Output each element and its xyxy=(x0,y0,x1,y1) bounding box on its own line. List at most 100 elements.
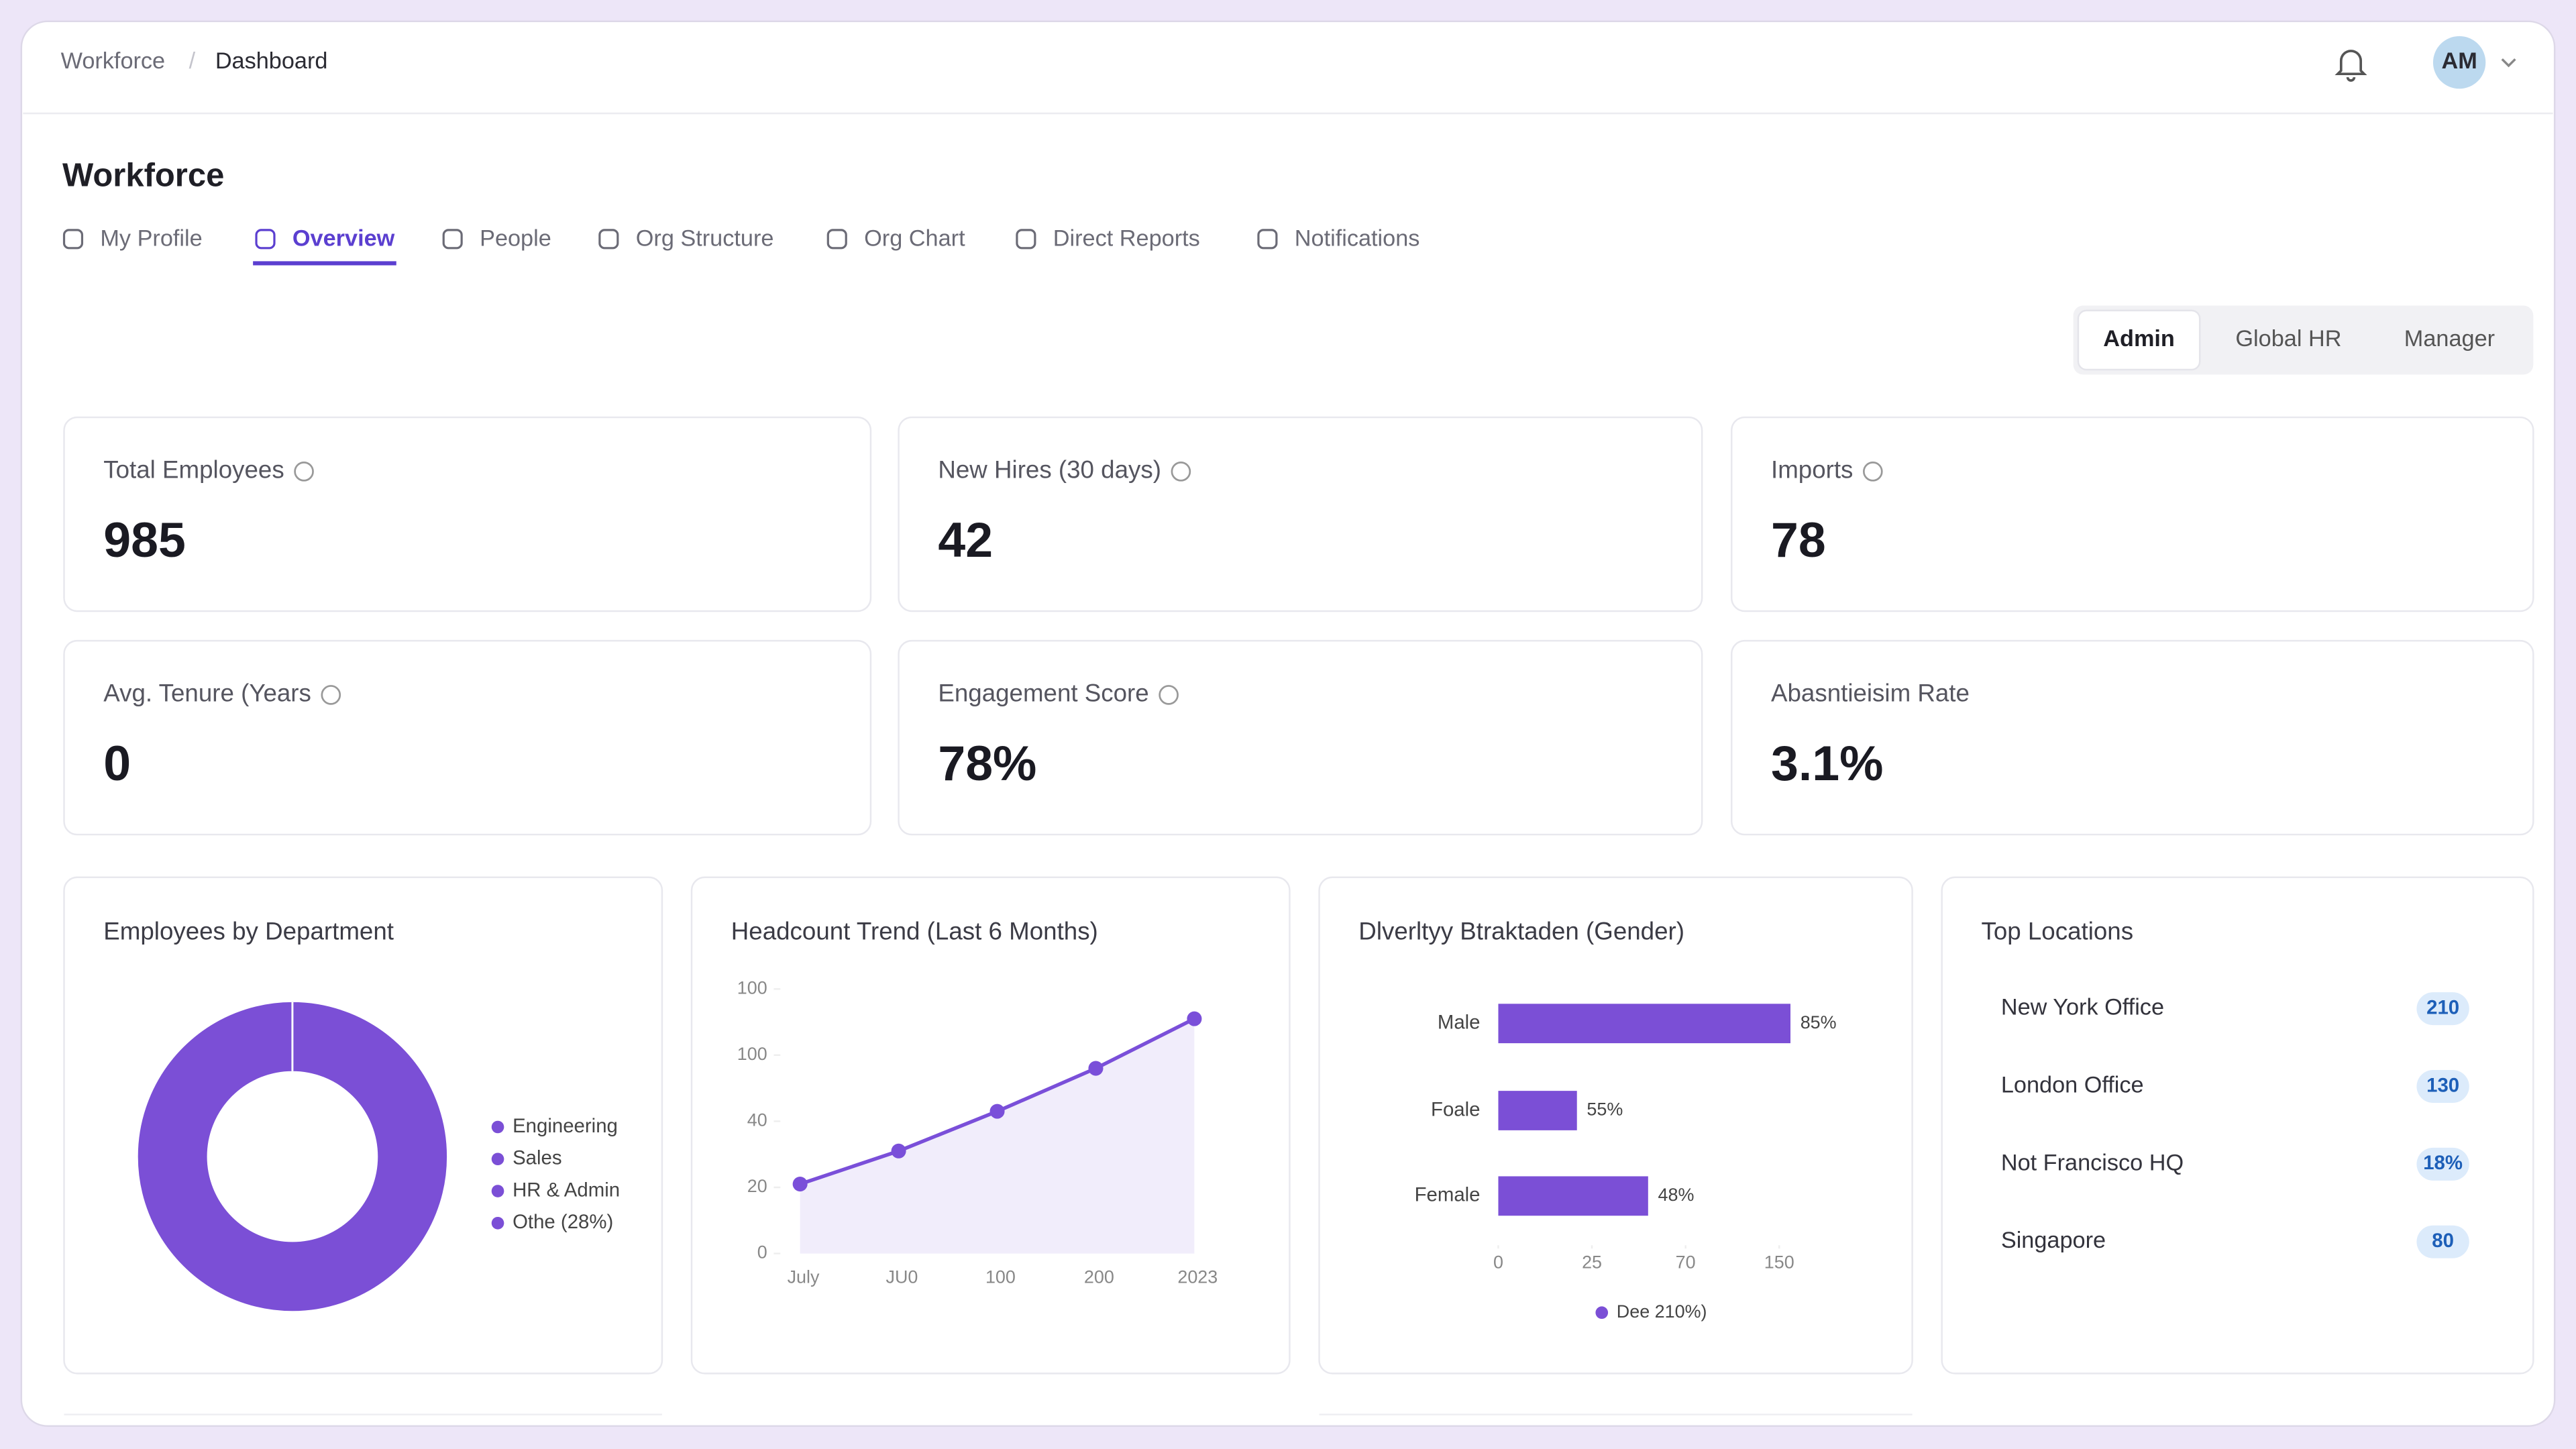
y-tick-label: 100 xyxy=(737,1044,767,1064)
data-point xyxy=(792,1177,808,1192)
widget-title: Headcount Trend (Last 6 Months) xyxy=(731,918,1098,945)
count-badge xyxy=(2416,992,2469,1026)
x-tick-label: 2023 xyxy=(1177,1267,1218,1287)
kpi-value: 0 xyxy=(103,735,131,791)
kpi-label: Total Employees xyxy=(103,456,284,484)
breadcrumb-current: Dashboard xyxy=(215,48,328,74)
widget-card xyxy=(1941,876,2534,1375)
data-point xyxy=(1088,1061,1104,1076)
bar-annotation: 55% xyxy=(1587,1099,1623,1120)
info-icon[interactable] xyxy=(1171,462,1191,482)
tab[interactable]: My Profile xyxy=(100,226,202,252)
legend-dot xyxy=(1595,1306,1609,1320)
tab[interactable]: Org Structure xyxy=(636,226,774,252)
tab[interactable]: Notifications xyxy=(1295,226,1420,252)
tab-icon xyxy=(826,229,847,250)
tab-underline xyxy=(253,261,396,266)
kpi-card xyxy=(898,639,1703,836)
avatar-initials: AM xyxy=(2441,48,2477,74)
legend-label: Sales xyxy=(513,1147,561,1169)
kpi-value: 985 xyxy=(103,512,186,568)
widget-card xyxy=(690,876,1291,1375)
kpi-value: 78 xyxy=(1771,512,1826,568)
role-option[interactable]: Admin xyxy=(2103,326,2175,352)
kpi-label: Abasntieisim Rate xyxy=(1771,680,1970,707)
info-icon[interactable] xyxy=(294,462,314,482)
location-count: 80 xyxy=(2432,1230,2454,1252)
area-fill xyxy=(800,1018,1195,1254)
x-tick-label: 100 xyxy=(985,1267,1016,1287)
x-tick-label: 150 xyxy=(1764,1252,1794,1272)
kpi-label: Imports xyxy=(1771,456,1853,484)
avatar[interactable] xyxy=(2432,36,2486,89)
bar xyxy=(1498,1176,1648,1216)
tab-icon xyxy=(598,229,619,250)
kpi-card xyxy=(898,416,1703,612)
location-name[interactable]: Singapore xyxy=(2001,1228,2106,1253)
widget-title: Dlverltyy Btraktaden (Gender) xyxy=(1358,918,1684,945)
category-label: Female xyxy=(1415,1184,1481,1206)
widget-title: Employees by Department xyxy=(103,918,394,945)
tab[interactable]: Org Chart xyxy=(864,226,965,252)
tab-icon xyxy=(62,229,84,250)
kpi-card xyxy=(1731,639,2534,836)
category-label: Male xyxy=(1438,1011,1481,1033)
info-icon[interactable] xyxy=(1159,685,1179,705)
role-option[interactable]: Manager xyxy=(2404,326,2495,352)
info-icon[interactable] xyxy=(1862,462,1883,482)
kpi-value: 42 xyxy=(938,512,993,568)
info-icon[interactable] xyxy=(321,685,341,705)
bar xyxy=(1498,1004,1790,1044)
kpi-value: 3.1% xyxy=(1771,735,1883,791)
count-badge xyxy=(2416,1225,2469,1258)
category-label: Foale xyxy=(1431,1098,1480,1120)
tab[interactable]: People xyxy=(480,226,551,252)
legend-label: Othe (28%) xyxy=(513,1211,613,1233)
kpi-label: New Hires (30 days) xyxy=(938,456,1161,484)
x-tick-label: 0 xyxy=(1493,1252,1503,1272)
breadcrumb-separator: / xyxy=(189,48,196,74)
avatar-chevron[interactable] xyxy=(2501,58,2516,68)
role-active xyxy=(2077,309,2201,371)
tab[interactable]: Overview xyxy=(292,226,395,252)
location-count: 210 xyxy=(2426,996,2459,1018)
y-tick-label: 0 xyxy=(757,1242,767,1263)
kpi-label: Avg. Tenure (Years xyxy=(103,680,311,707)
data-point xyxy=(1187,1011,1202,1026)
x-tick-label: 200 xyxy=(1084,1267,1114,1287)
location-name[interactable]: New York Office xyxy=(2001,995,2164,1020)
legend-label: Dee 210%) xyxy=(1617,1301,1707,1322)
x-tick-label: 25 xyxy=(1582,1252,1602,1272)
location-name[interactable]: London Office xyxy=(2001,1073,2144,1098)
location-count: 130 xyxy=(2426,1074,2459,1096)
legend-dot xyxy=(491,1185,504,1197)
tab-icon xyxy=(442,229,463,250)
widget-title: Top Locations xyxy=(1981,918,2133,945)
role-option[interactable]: Global HR xyxy=(2235,326,2341,352)
bar xyxy=(1498,1091,1577,1130)
tab-icon xyxy=(1016,229,1036,250)
bar-annotation: 48% xyxy=(1658,1185,1695,1205)
kpi-card xyxy=(63,639,872,836)
kpi-label: Engagement Score xyxy=(938,680,1148,707)
location-name[interactable]: Not Francisco HQ xyxy=(2001,1150,2184,1175)
y-tick-label: 40 xyxy=(747,1110,767,1130)
bar-annotation: 85% xyxy=(1801,1012,1837,1032)
breadcrumb-root[interactable]: Workforce xyxy=(61,48,166,74)
kpi-card xyxy=(63,416,872,612)
data-point xyxy=(891,1143,906,1159)
page-title: Workforce xyxy=(62,157,224,193)
tab-icon xyxy=(1257,229,1278,250)
legend-label: HR & Admin xyxy=(513,1179,620,1201)
legend-label: Engineering xyxy=(513,1115,618,1137)
y-tick-label: 100 xyxy=(737,977,767,998)
x-tick-label: 70 xyxy=(1676,1252,1696,1272)
y-tick-label: 20 xyxy=(747,1176,767,1196)
legend-dot xyxy=(491,1120,504,1134)
location-count: 18% xyxy=(2423,1152,2463,1174)
tab[interactable]: Direct Reports xyxy=(1053,226,1200,252)
notification-bell[interactable] xyxy=(2334,50,2367,82)
x-tick-label: July xyxy=(788,1267,820,1287)
